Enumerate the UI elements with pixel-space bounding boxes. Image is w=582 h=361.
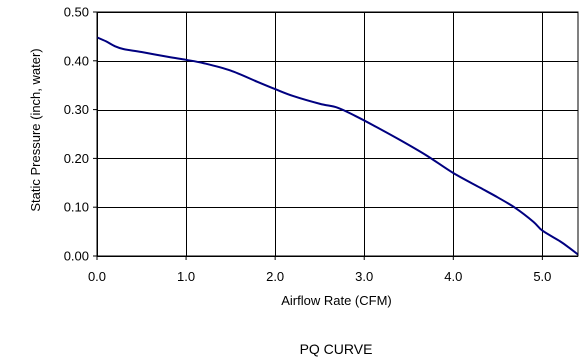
x-tick-label-3: 3.0 xyxy=(355,269,373,284)
x-tick-label-2: 2.0 xyxy=(266,269,284,284)
x-tick-label-5: 5.0 xyxy=(533,269,551,284)
x-tick-label-0: 0.0 xyxy=(88,269,106,284)
y-axis-tick-labels: 0.00 0.10 0.20 0.30 0.40 0.50 xyxy=(64,5,97,264)
x-tick-label-1: 1.0 xyxy=(177,269,195,284)
plot-area-frame xyxy=(96,11,579,257)
x-tick-label-4: 4.0 xyxy=(444,269,462,284)
pq-curve-line-0 xyxy=(96,36,579,256)
x-axis-tick-labels: 0.0 1.0 2.0 3.0 4.0 5.0 xyxy=(88,256,551,284)
x-axis-title: Airflow Rate (CFM) xyxy=(281,293,392,308)
y-tick-label-4: 0.40 xyxy=(64,53,89,68)
grid xyxy=(97,12,578,257)
y-tick-label-3: 0.30 xyxy=(64,102,89,117)
y-tick-label-5: 0.50 xyxy=(64,5,89,20)
y-tick-label-0: 0.00 xyxy=(64,249,89,264)
y-tick-label-2: 0.20 xyxy=(64,151,89,166)
series-layer xyxy=(96,36,579,256)
y-axis-title: Static Pressure (inch, water) xyxy=(28,48,43,211)
y-tick-label-1: 0.10 xyxy=(64,200,89,215)
chart-title: PQ CURVE xyxy=(300,341,373,357)
